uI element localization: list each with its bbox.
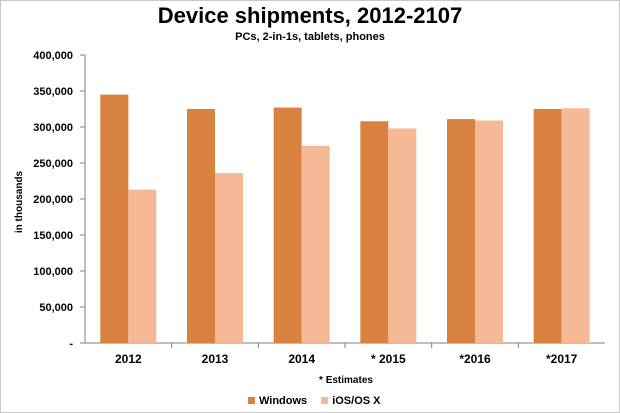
bar-windows-1 bbox=[187, 109, 215, 343]
bar-ios-os-x-2 bbox=[301, 145, 330, 343]
y-tick-label: 300,000 bbox=[33, 122, 73, 134]
y-tick-label: 400,000 bbox=[33, 50, 73, 62]
bar-windows-2 bbox=[273, 107, 302, 343]
y-tick-label: 200,000 bbox=[33, 194, 73, 206]
x-tick-label: *2017 bbox=[546, 352, 578, 366]
x-tick-label: *2016 bbox=[459, 352, 491, 366]
plot-area: - 50,000 100,000 150,000 200,000 250,000 300,0… bbox=[33, 50, 605, 366]
legend-entry: Windows bbox=[259, 395, 307, 407]
bar-windows-0 bbox=[100, 94, 129, 343]
chart-title: Device shipments, 2012-2107 bbox=[158, 3, 463, 28]
chart-subtitle: PCs, 2-in-1s, tablets, phones bbox=[235, 31, 385, 43]
bar-ios-os-x-1 bbox=[215, 173, 243, 343]
x-tick-label: 2014 bbox=[288, 352, 315, 366]
bar-ios-os-x-4 bbox=[475, 120, 503, 344]
x-tick-label: 2013 bbox=[202, 352, 229, 366]
y-tick-label: 350,000 bbox=[33, 86, 73, 98]
legend-swatch bbox=[321, 397, 329, 404]
y-tick-label: 50,000 bbox=[39, 302, 73, 314]
bar-ios-os-x-3 bbox=[388, 128, 417, 343]
y-tick-label: 250,000 bbox=[33, 158, 73, 170]
y-tick-label: 100,000 bbox=[33, 266, 73, 278]
bar-windows-4 bbox=[447, 119, 475, 343]
legend-swatch bbox=[248, 397, 255, 404]
y-axis-label: in thousands bbox=[14, 170, 25, 233]
x-axis-note: * Estimates bbox=[319, 375, 373, 386]
legend-entry: iOS/OS X bbox=[332, 395, 381, 407]
x-tick-label: * 2015 bbox=[371, 352, 406, 366]
bar-ios-os-x-0 bbox=[128, 189, 157, 343]
legend: Windows iOS/OS X bbox=[248, 395, 381, 407]
x-tick-label: 2012 bbox=[115, 352, 142, 366]
bar-windows-3 bbox=[360, 121, 389, 344]
y-tick-label: 150,000 bbox=[33, 230, 73, 242]
bar-windows-5 bbox=[533, 109, 562, 343]
y-tick-label: - bbox=[69, 338, 73, 350]
bar-ios-os-x-5 bbox=[561, 108, 590, 343]
